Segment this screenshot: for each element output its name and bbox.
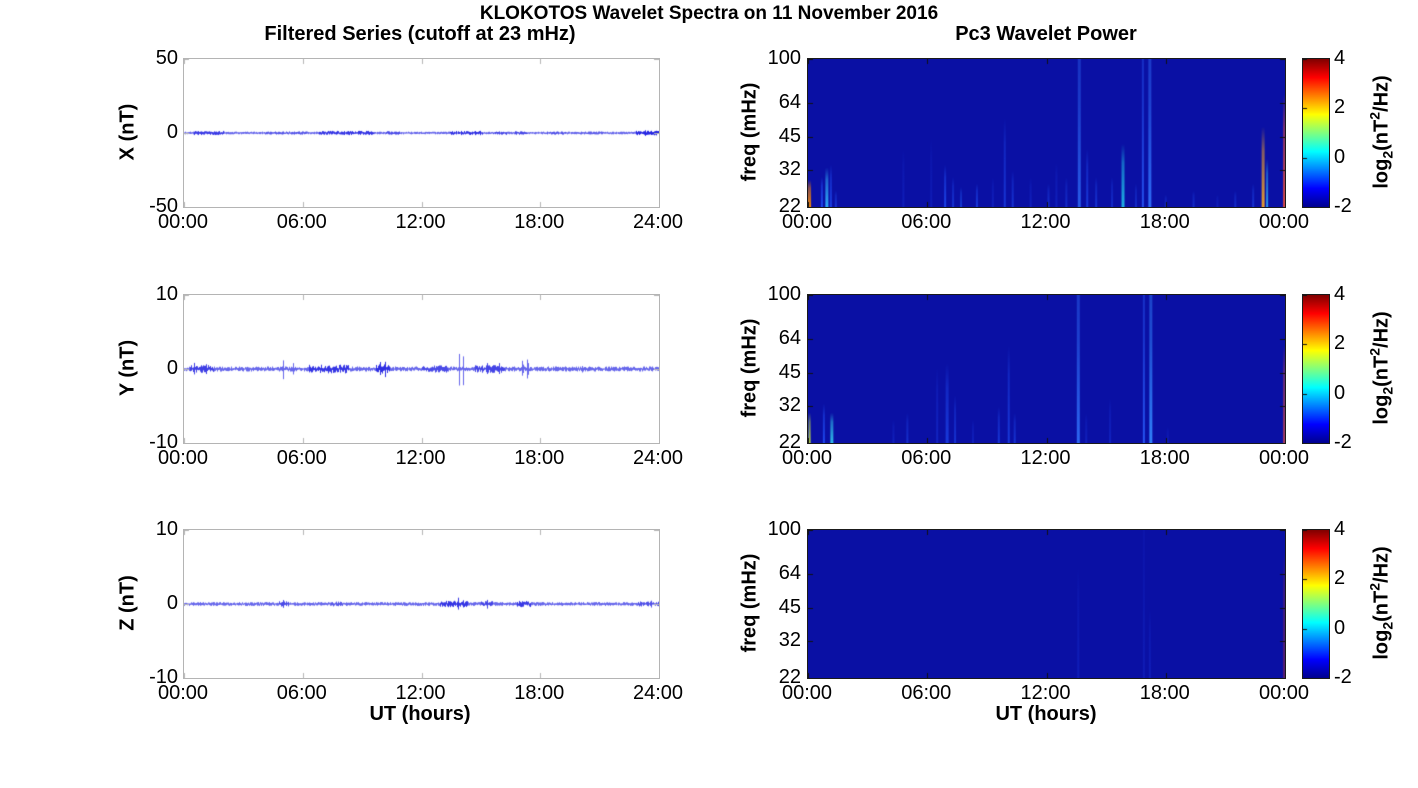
- colorbar-z-gradient: [1303, 530, 1329, 678]
- x-tick-label: 00:00: [781, 211, 833, 233]
- y-tick-label: -10: [149, 431, 178, 453]
- colorbar-tick-label: 4: [1334, 518, 1346, 540]
- y-tick-label: 100: [767, 518, 801, 540]
- y-tick-label: 64: [778, 90, 801, 113]
- colorbar-tick-label: 2: [1334, 567, 1346, 590]
- y-tick-label: -10: [149, 666, 178, 688]
- x-tick-label: 06:00: [276, 682, 327, 704]
- colorbar-tick-label: 4: [1334, 283, 1346, 305]
- series-y-plot: [184, 295, 659, 443]
- colorbar-tick-label: -2: [1334, 666, 1352, 688]
- colorbar-label-3: log2(nT2/Hz): [1367, 546, 1396, 659]
- x-tick-label: 00:00: [157, 211, 209, 233]
- y-tick-label: 32: [778, 629, 801, 652]
- wavelet-y-panel: [807, 294, 1286, 444]
- y-tick-label: 45: [778, 361, 801, 384]
- wavelet-y-plot: [808, 295, 1285, 443]
- x-tick-label: 24:00: [632, 682, 684, 704]
- y-tick-label: 64: [778, 326, 801, 349]
- wavelet-x-panel: [807, 58, 1286, 208]
- colorbar-tick-label: 0: [1334, 381, 1346, 404]
- x-tick-label: 00:00: [781, 447, 833, 469]
- x-tick-label: 18:00: [514, 682, 565, 704]
- colorbar-tick-label: 0: [1334, 145, 1346, 168]
- x-tick-label: 00:00: [1258, 211, 1310, 233]
- y-tick-label: 32: [778, 158, 801, 181]
- y-tick-label: 64: [778, 561, 801, 584]
- series-z-plot: [184, 530, 659, 678]
- x-tick-label: 06:00: [901, 211, 952, 233]
- colorbar-label-2: log2(nT2/Hz): [1367, 311, 1396, 424]
- y-tick-label: 10: [155, 518, 178, 540]
- x-tick-label: 06:00: [276, 211, 327, 233]
- colorbar-x: [1302, 58, 1330, 208]
- y-tick-label: 100: [767, 283, 801, 305]
- y-tick-label: 22: [778, 666, 801, 688]
- y-tick-label: 10: [155, 283, 178, 305]
- y-tick-label: -50: [149, 195, 178, 217]
- y-tick-label: 0: [166, 357, 178, 379]
- wavelet-x-plot: [808, 59, 1285, 207]
- x-tick-label: 00:00: [157, 682, 209, 704]
- y-tick-label: 50: [155, 47, 178, 69]
- colorbar-y-gradient: [1303, 295, 1329, 443]
- y-tick-label: 0: [166, 592, 178, 614]
- x-tick-label: 06:00: [901, 447, 952, 469]
- x-tick-label: 12:00: [395, 211, 446, 233]
- colorbar-tick-label: -2: [1334, 195, 1352, 217]
- colorbar-label-sub: 2: [1379, 386, 1396, 395]
- wavelet-z-panel: [807, 529, 1286, 679]
- x-tick-label: 12:00: [1020, 682, 1071, 704]
- colorbar-tick-label: 2: [1334, 332, 1346, 355]
- y-tick-label: 100: [767, 47, 801, 69]
- colorbar-tick-label: 2: [1334, 96, 1346, 119]
- xlabel-left: UT (hours): [369, 703, 471, 725]
- series-y-panel: [183, 294, 660, 444]
- series-z-panel: [183, 529, 660, 679]
- x-tick-label: 06:00: [901, 682, 952, 704]
- x-tick-label: 18:00: [1139, 682, 1190, 704]
- x-tick-label: 06:00: [276, 447, 327, 469]
- x-tick-label: 12:00: [395, 447, 446, 469]
- y-tick-label: 0: [166, 121, 178, 143]
- y-tick-label: 22: [778, 195, 801, 217]
- y-tick-label: 32: [778, 394, 801, 417]
- x-tick-label: 12:00: [1020, 447, 1071, 469]
- x-tick-label: 00:00: [1258, 447, 1310, 469]
- series-x-plot: [184, 59, 659, 207]
- x-tick-label: 00:00: [1258, 682, 1310, 704]
- x-tick-label: 18:00: [514, 447, 565, 469]
- colorbar-label-sub: 2: [1379, 150, 1396, 159]
- series-x-panel: [183, 58, 660, 208]
- colorbar-tick-label: 4: [1334, 47, 1346, 69]
- y-tick-label: 22: [778, 431, 801, 453]
- right-column-title: Pc3 Wavelet Power: [955, 23, 1137, 45]
- y-tick-label: 45: [778, 125, 801, 148]
- colorbar-label-1: log2(nT2/Hz): [1367, 75, 1396, 188]
- figure-title: KLOKOTOS Wavelet Spectra on 11 November …: [479, 3, 939, 24]
- x-tick-label: 24:00: [632, 211, 684, 233]
- x-tick-label: 18:00: [514, 211, 565, 233]
- colorbar-z: [1302, 529, 1330, 679]
- colorbar-label-sub: 2: [1379, 621, 1396, 630]
- colorbar-tick-label: 0: [1334, 616, 1346, 639]
- x-tick-label: 00:00: [781, 682, 833, 704]
- x-tick-label: 12:00: [1020, 211, 1071, 233]
- colorbar-y: [1302, 294, 1330, 444]
- left-column-title: Filtered Series (cutoff at 23 mHz): [264, 23, 576, 45]
- x-tick-label: 18:00: [1139, 447, 1190, 469]
- x-tick-label: 18:00: [1139, 211, 1190, 233]
- x-tick-label: 00:00: [157, 447, 209, 469]
- xlabel-right: UT (hours): [995, 703, 1097, 725]
- colorbar-x-gradient: [1303, 59, 1329, 207]
- y-tick-label: 45: [778, 596, 801, 619]
- x-tick-label: 12:00: [395, 682, 446, 704]
- colorbar-tick-label: -2: [1334, 431, 1352, 453]
- wavelet-z-plot: [808, 530, 1285, 678]
- x-tick-label: 24:00: [632, 447, 684, 469]
